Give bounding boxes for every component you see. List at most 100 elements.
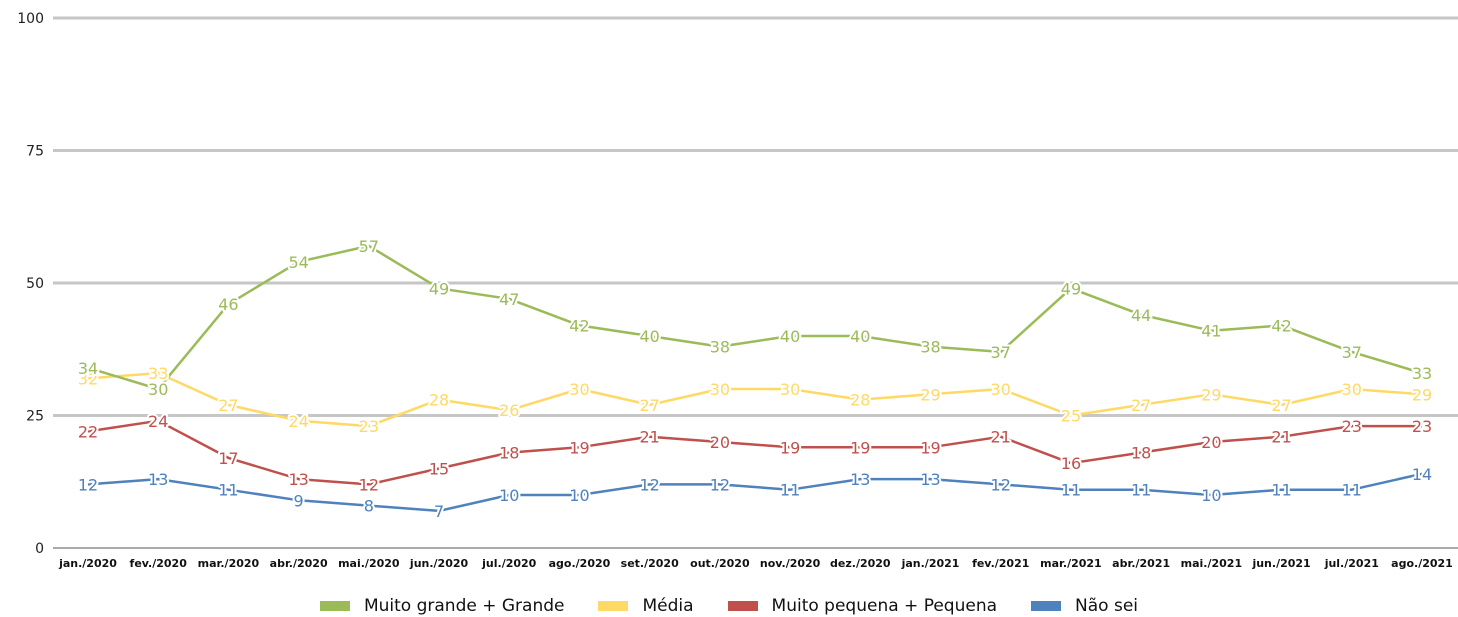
y-tick-label: 50 — [26, 276, 44, 292]
x-tick-label: dez./2020 — [830, 557, 891, 570]
data-label: 57 — [359, 237, 379, 256]
data-label: 30 — [991, 380, 1011, 399]
x-tick-label: nov./2020 — [760, 557, 821, 570]
data-label: 49 — [1061, 279, 1081, 298]
legend-label: Muito grande + Grande — [363, 596, 565, 616]
data-label: 27 — [1131, 396, 1151, 415]
data-label: 10 — [1201, 486, 1221, 505]
legend-swatch — [727, 601, 758, 611]
legend-item: Média — [598, 596, 694, 616]
data-label: 40 — [780, 327, 800, 346]
data-label: 37 — [1342, 343, 1362, 362]
y-tick-label: 100 — [17, 11, 44, 27]
data-label: 24 — [148, 412, 168, 431]
x-tick-label: jun./2021 — [1251, 557, 1310, 570]
data-label: 29 — [920, 385, 940, 404]
data-label: 46 — [218, 295, 238, 314]
x-tick-label: jul./2021 — [1324, 557, 1379, 570]
data-label: 30 — [780, 380, 800, 399]
data-label: 32 — [78, 369, 98, 388]
data-label: 27 — [1271, 396, 1291, 415]
x-tick-label: ago./2021 — [1391, 557, 1453, 570]
legend: Muito grande + Grande Média Muito pequena … — [0, 596, 1458, 616]
data-label: 16 — [1061, 454, 1081, 473]
data-label: 28 — [429, 391, 449, 410]
x-tick-label: fev./2021 — [972, 557, 1029, 570]
data-label: 20 — [710, 433, 730, 452]
data-label: 21 — [1271, 428, 1291, 447]
legend-item: Muito pequena + Pequena — [727, 596, 997, 616]
data-label: 19 — [780, 438, 800, 457]
legend-item: Não sei — [1031, 596, 1138, 616]
x-tick-label: jun./2020 — [409, 557, 469, 570]
data-label: 44 — [1131, 306, 1151, 325]
data-label: 12 — [640, 475, 660, 494]
x-tick-label: mar./2021 — [1040, 557, 1102, 570]
series-line — [87, 371, 1423, 428]
legend-item: Muito grande + Grande — [319, 596, 565, 616]
data-label: 54 — [288, 253, 308, 272]
x-tick-label: jan./2020 — [58, 557, 117, 570]
data-label: 23 — [1412, 417, 1432, 436]
y-tick-label: 75 — [26, 144, 44, 160]
data-label: 40 — [850, 327, 870, 346]
y-tick-label: 0 — [35, 541, 44, 557]
x-tick-label: jul./2020 — [481, 557, 537, 570]
data-label: 20 — [1201, 433, 1221, 452]
legend-swatch — [1031, 601, 1062, 611]
data-label: 22 — [78, 422, 98, 441]
data-label: 10 — [499, 486, 519, 505]
data-label: 11 — [780, 481, 800, 500]
data-label: 30 — [569, 380, 589, 399]
data-label: 29 — [1412, 385, 1432, 404]
data-label: 12 — [710, 475, 730, 494]
data-label: 21 — [991, 428, 1011, 447]
data-label: 28 — [850, 391, 870, 410]
data-label: 11 — [1131, 481, 1151, 500]
data-label: 11 — [218, 481, 238, 500]
data-label: 42 — [569, 316, 589, 335]
y-tick-label: 25 — [26, 409, 44, 425]
data-label: 15 — [429, 460, 449, 479]
x-tick-label: mar./2020 — [198, 557, 260, 570]
data-label: 41 — [1201, 322, 1221, 341]
x-tick-label: ago./2020 — [549, 557, 611, 570]
legend-label: Não sei — [1075, 596, 1139, 616]
data-label: 40 — [640, 327, 660, 346]
data-label: 34 — [78, 359, 98, 378]
series-line — [87, 472, 1423, 513]
data-label: 37 — [991, 343, 1011, 362]
data-label: 13 — [850, 470, 870, 489]
series-line — [87, 244, 1423, 391]
data-label: 13 — [920, 470, 940, 489]
data-label: 11 — [1061, 481, 1081, 500]
data-label: 14 — [1412, 465, 1432, 484]
data-label: 11 — [1271, 481, 1291, 500]
data-label: 30 — [148, 380, 168, 399]
data-label: 18 — [1131, 444, 1151, 463]
data-label: 7 — [434, 502, 444, 521]
x-tick-label: fev./2020 — [130, 557, 188, 570]
data-label: 49 — [429, 279, 449, 298]
data-label: 30 — [710, 380, 730, 399]
data-label: 19 — [569, 438, 589, 457]
data-label: 33 — [1412, 364, 1432, 383]
x-tick-label: mai./2021 — [1181, 557, 1242, 570]
data-label: 19 — [850, 438, 870, 457]
data-label: 38 — [710, 338, 730, 357]
series-line — [87, 419, 1422, 486]
data-label: 25 — [1061, 407, 1081, 426]
data-label: 30 — [1342, 380, 1362, 399]
data-label: 9 — [294, 491, 304, 510]
data-label: 23 — [1342, 417, 1362, 436]
data-label: 11 — [1342, 481, 1362, 500]
data-label: 27 — [640, 396, 660, 415]
data-label: 23 — [359, 417, 379, 436]
x-tick-label: abr./2021 — [1112, 557, 1170, 570]
legend-swatch — [319, 601, 350, 611]
data-label: 27 — [218, 396, 238, 415]
x-tick-label: set./2020 — [621, 557, 679, 570]
data-label: 24 — [288, 412, 308, 431]
data-label: 42 — [1271, 316, 1291, 335]
